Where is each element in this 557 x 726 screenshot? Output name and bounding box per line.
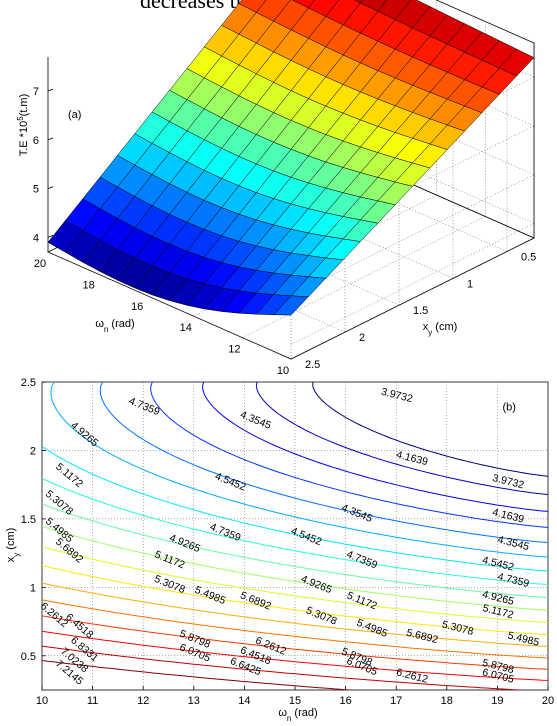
contour-line [42,565,548,636]
contour-line [312,382,548,477]
x-tick-label: 10 [36,695,48,707]
contour-line [42,599,548,659]
xy-tick-label: 2.5 [305,359,320,371]
z-tick-label: 6 [33,135,39,147]
contour-line [255,382,548,495]
surface-panel [47,0,535,360]
contour-line [42,660,350,690]
y-tick-label: 2 [30,445,36,457]
y-tick-label: 0.5 [21,651,36,663]
xy-axis-label: xy (cm) [423,321,458,337]
x-tick-label: 13 [188,695,200,707]
contour-line [42,525,548,611]
wn-tick-label: 20 [34,258,46,270]
z-tick-mark [47,88,54,92]
contour-line [42,503,548,598]
x-tick-label: 18 [441,695,453,707]
wn-grid-floor [290,237,535,360]
y-tick-label: 1.5 [21,514,36,526]
x-tick-label: 14 [238,695,250,707]
wn-tick-label: 10 [277,365,289,377]
contour-line [42,645,521,690]
z-tick-label: 7 [33,86,39,98]
contour-line [99,382,548,543]
surface-patch [47,220,84,253]
y-tick-label: 2.5 [21,377,36,389]
wn-tick-label: 12 [228,344,240,356]
panel-label-a: (a) [68,109,81,121]
x-tick-label: 19 [491,695,503,707]
z-grid-left [290,174,535,296]
contour-line [150,382,548,528]
contour-line [42,582,548,647]
wn-tick-label: 18 [82,279,94,291]
xy-tick-label: 0.5 [521,251,536,263]
x-tick-label: 16 [339,695,351,707]
x-tick-label: 12 [137,695,149,707]
wn-axis-label: ωn (rad) [95,318,134,334]
z-tick-label: 5 [33,184,39,196]
xy-grid-floor [47,251,292,360]
wn-tick-label: 16 [131,301,143,313]
z-axis-label: T.E *105(t.m) [16,94,31,157]
z-tick-label: 4 [33,232,39,244]
x-tick-label: 11 [87,695,98,707]
panel-label-b: (b) [502,402,515,414]
wn-tick-label: 14 [180,322,192,334]
y-axis-label: xy (cm) [5,528,21,563]
contour-line [50,382,548,558]
y-tick-label: 1 [30,582,36,594]
contour-line [42,630,548,681]
contour-line [42,546,548,623]
x-tick-label: 20 [542,695,554,707]
contour-line [42,615,548,670]
contour-line [42,445,548,572]
z-tick-mark [47,137,54,141]
xy-tick-label: 1 [467,278,473,290]
x-tick-label: 15 [289,695,301,707]
x-tick-label: 17 [390,695,402,707]
z-tick-mark [47,186,54,189]
contour-panel [41,381,549,691]
contour-line [42,477,548,585]
z-grid-left [290,223,535,345]
xy-tick-label: 1.5 [413,305,428,317]
contour-line [202,382,548,512]
z-tick-mark [47,235,54,238]
xy-tick-label: 2 [359,332,365,344]
contour-lines [42,382,548,690]
wn-grid-floor [242,216,486,338]
x-axis-label: ωn (rad) [278,707,317,723]
